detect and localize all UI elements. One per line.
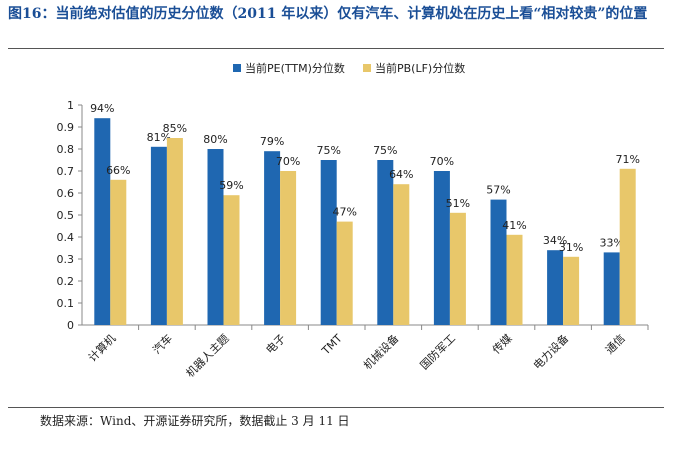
legend-label-pb: 当前PB(LF)分位数: [375, 61, 465, 75]
pb-bar: [619, 168, 636, 325]
category-label: 电力设备: [530, 331, 571, 372]
pb-data-label: 85%: [163, 122, 187, 135]
pb-data-label: 66%: [106, 164, 130, 177]
category-label: TMT: [319, 332, 345, 358]
pe-data-label: 70%: [430, 155, 454, 168]
category-label: 机器人主题: [183, 331, 232, 380]
pb-data-label: 64%: [389, 168, 413, 181]
category-label: 国防军工: [417, 331, 458, 372]
category-label: 传媒: [490, 332, 515, 357]
pe-data-label: 33%: [599, 236, 623, 249]
y-tick-label: 0.7: [57, 165, 75, 178]
pe-bar: [94, 118, 111, 325]
source-note: 数据来源：Wind、开源证券研究所，数据截止 3 月 11 日: [40, 414, 350, 428]
pe-data-label: 75%: [373, 144, 397, 157]
pb-data-label: 51%: [446, 197, 470, 210]
y-tick-label: 0.4: [57, 231, 75, 244]
y-tick-label: 0.6: [57, 187, 75, 200]
pe-data-label: 75%: [316, 144, 340, 157]
pe-data-label: 34%: [543, 234, 567, 247]
pe-bar: [433, 171, 450, 325]
y-tick-label: 1: [67, 99, 74, 112]
y-tick-label: 0.2: [57, 275, 75, 288]
pe-bar: [547, 250, 564, 325]
legend-label-pe: 当前PE(TTM)分位数: [245, 61, 345, 75]
pe-data-label: 79%: [260, 135, 284, 148]
pe-bar: [150, 146, 167, 325]
category-label: 计算机: [85, 331, 118, 364]
pb-bar: [563, 256, 580, 325]
bottom-rule: [8, 407, 664, 408]
figure-title: 图16：当前绝对估值的历史分位数（2011 年以来）仅有汽车、计算机处在历史上看…: [8, 6, 648, 22]
pb-data-label: 59%: [219, 179, 243, 192]
pb-bar: [506, 234, 523, 325]
pb-bar: [449, 212, 466, 325]
y-tick-label: 0: [67, 319, 74, 332]
legend-swatch-pe: [233, 64, 241, 72]
pb-bar: [110, 179, 127, 325]
pb-data-label: 31%: [559, 241, 583, 254]
category-label: 汽车: [150, 331, 175, 356]
pe-data-label: 57%: [486, 184, 510, 197]
category-label: 通信: [603, 332, 628, 357]
pb-bar: [393, 184, 410, 325]
pe-bar: [320, 160, 337, 325]
pb-bar: [336, 221, 353, 325]
pe-bar: [490, 199, 507, 325]
pe-data-label: 80%: [203, 133, 227, 146]
y-tick-label: 0.3: [57, 253, 75, 266]
pe-data-label: 94%: [90, 102, 114, 115]
y-tick-label: 0.8: [57, 143, 75, 156]
pb-data-label: 71%: [615, 153, 639, 166]
pe-bar: [264, 151, 281, 325]
pb-bar: [223, 195, 240, 325]
pe-bar: [377, 160, 394, 325]
pe-bar: [207, 149, 224, 325]
y-tick-label: 0.5: [57, 209, 75, 222]
pb-bar: [280, 171, 297, 325]
legend-swatch-pb: [363, 64, 371, 72]
pb-bar: [166, 138, 183, 325]
y-tick-label: 0.9: [57, 121, 75, 134]
top-rule: [8, 48, 664, 49]
pb-data-label: 47%: [332, 206, 356, 219]
y-tick-label: 0.1: [57, 297, 75, 310]
pe-bar: [603, 252, 620, 325]
pe-data-label: 81%: [147, 131, 171, 144]
category-label: 机械设备: [360, 331, 401, 372]
pb-data-label: 70%: [276, 155, 300, 168]
category-label: 电子: [263, 332, 288, 357]
pb-data-label: 41%: [502, 219, 526, 232]
